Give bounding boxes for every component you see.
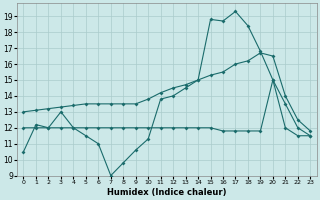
X-axis label: Humidex (Indice chaleur): Humidex (Indice chaleur) [107, 188, 227, 197]
